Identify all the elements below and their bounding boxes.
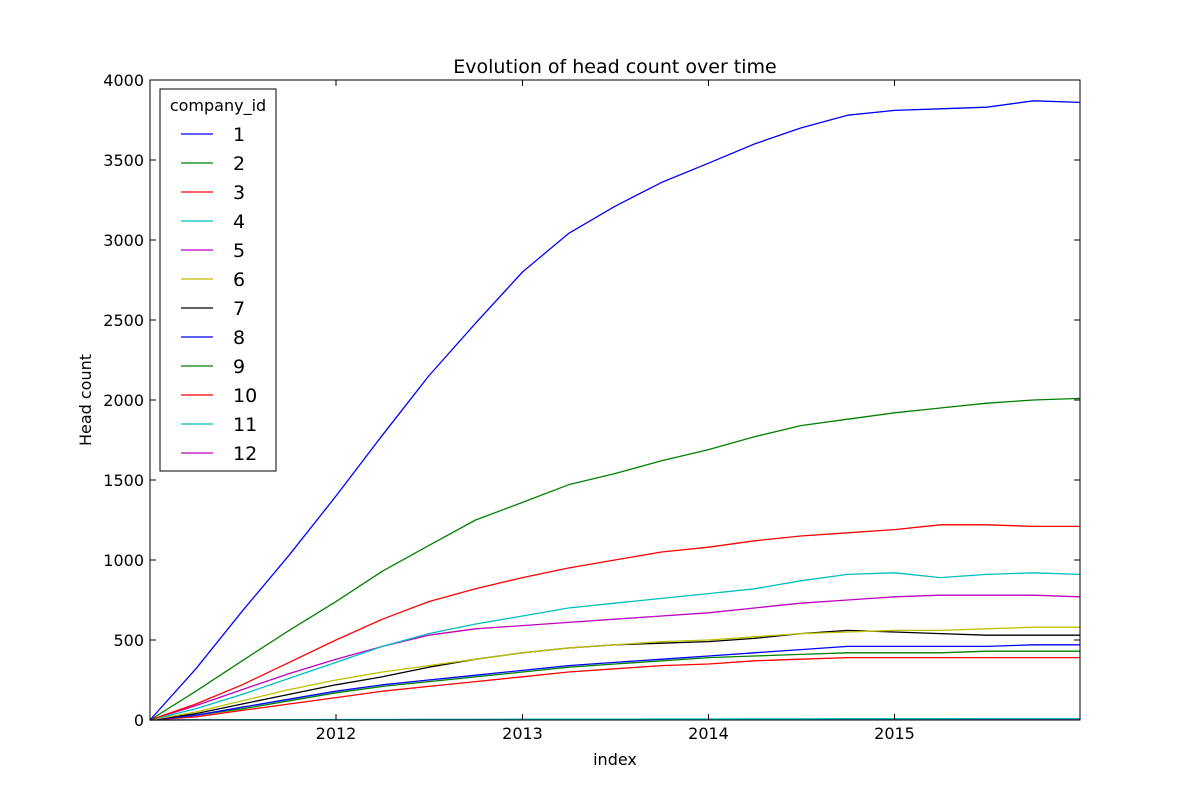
- legend-label-10: 10: [233, 385, 257, 407]
- y-tick-label: 2500: [103, 311, 144, 330]
- x-tick-label: 2014: [688, 724, 729, 743]
- series-line-6: [149, 626, 1080, 721]
- chart-title: Evolution of head count over time: [453, 56, 776, 78]
- y-axis: 0 500 1000 1500 2000 2500 3000 3500 4000: [103, 71, 1080, 730]
- series-line-7: [149, 629, 1080, 721]
- y-tick-label: 1000: [103, 551, 144, 570]
- y-axis-label: Head count: [76, 354, 95, 446]
- y-tick-label: 500: [113, 631, 144, 650]
- x-tick-label: 2012: [316, 724, 357, 743]
- series-line-1: [149, 100, 1081, 721]
- series-line-4: [149, 572, 1081, 721]
- legend-label-12: 12: [233, 443, 257, 465]
- series-line-3: [149, 524, 1080, 721]
- legend-label-3: 3: [233, 182, 245, 204]
- x-axis-label: index: [593, 750, 637, 769]
- legend-label-9: 9: [233, 356, 245, 378]
- y-tick-label: 3000: [103, 231, 144, 250]
- axes-frame: [149, 79, 1081, 721]
- y-tick-label: 1500: [103, 471, 144, 490]
- series-line-2: [149, 397, 1081, 721]
- legend-label-7: 7: [233, 298, 245, 320]
- legend-label-4: 4: [233, 211, 245, 233]
- legend-title: company_id: [170, 96, 266, 116]
- y-tick-label: 3500: [103, 151, 144, 170]
- series-line-9: [149, 650, 1080, 721]
- x-axis: 2012 2013 2014 2015: [316, 80, 915, 743]
- legend-label-6: 6: [233, 269, 245, 291]
- legend-label-2: 2: [233, 153, 245, 175]
- series-line-10: [149, 656, 1080, 721]
- y-tick-label: 2000: [103, 391, 144, 410]
- legend-label-8: 8: [233, 327, 245, 349]
- x-tick-label: 2013: [502, 724, 543, 743]
- legend-label-11: 11: [233, 414, 257, 436]
- legend-box: [159, 88, 277, 472]
- y-tick-label: 4000: [103, 71, 144, 90]
- legend-label-1: 1: [233, 124, 245, 146]
- plot-area: [149, 100, 1081, 721]
- legend-label-5: 5: [233, 240, 245, 262]
- series-line-5: [149, 594, 1081, 721]
- x-tick-label: 2015: [874, 724, 915, 743]
- y-tick-label: 0: [134, 711, 144, 730]
- series-line-8: [149, 644, 1080, 721]
